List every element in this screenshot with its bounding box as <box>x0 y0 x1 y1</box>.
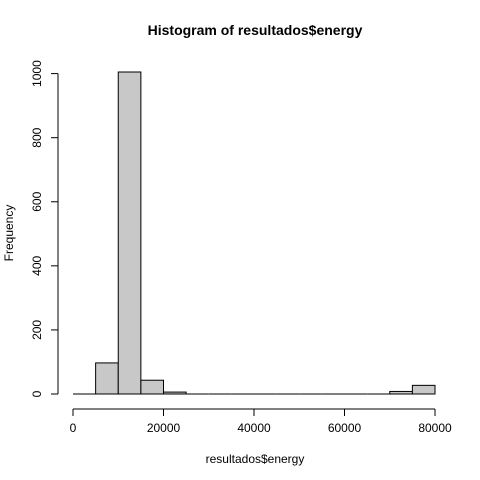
y-tick-label: 0 <box>30 390 44 397</box>
y-axis: 0 200 400 600 800 1000 <box>30 60 59 397</box>
x-tick-label: 40000 <box>237 421 271 435</box>
histogram-bar-4 <box>163 391 187 395</box>
bars-group <box>73 71 436 395</box>
y-tick-label: 1000 <box>30 60 44 87</box>
x-axis: 0 20000 40000 60000 80000 <box>70 408 452 435</box>
y-tick-label: 200 <box>30 320 44 340</box>
histogram-bar-1 <box>95 362 119 395</box>
x-axis-label: resultados$energy <box>206 452 305 466</box>
histogram-bar-2 <box>117 71 142 395</box>
x-tick-label: 0 <box>70 421 77 435</box>
histogram-bar-3 <box>140 379 165 395</box>
y-tick-label: 600 <box>30 191 44 211</box>
histogram-bar-14 <box>389 390 413 395</box>
x-tick-label: 80000 <box>418 421 452 435</box>
y-tick-label: 800 <box>30 127 44 147</box>
y-tick-label: 400 <box>30 256 44 276</box>
chart-title: Histogram of resultados$energy <box>148 22 363 38</box>
histogram-bar-15 <box>411 384 436 395</box>
x-tick-label: 60000 <box>328 421 362 435</box>
x-tick-label: 20000 <box>147 421 181 435</box>
y-axis-label: Frequency <box>2 205 16 262</box>
